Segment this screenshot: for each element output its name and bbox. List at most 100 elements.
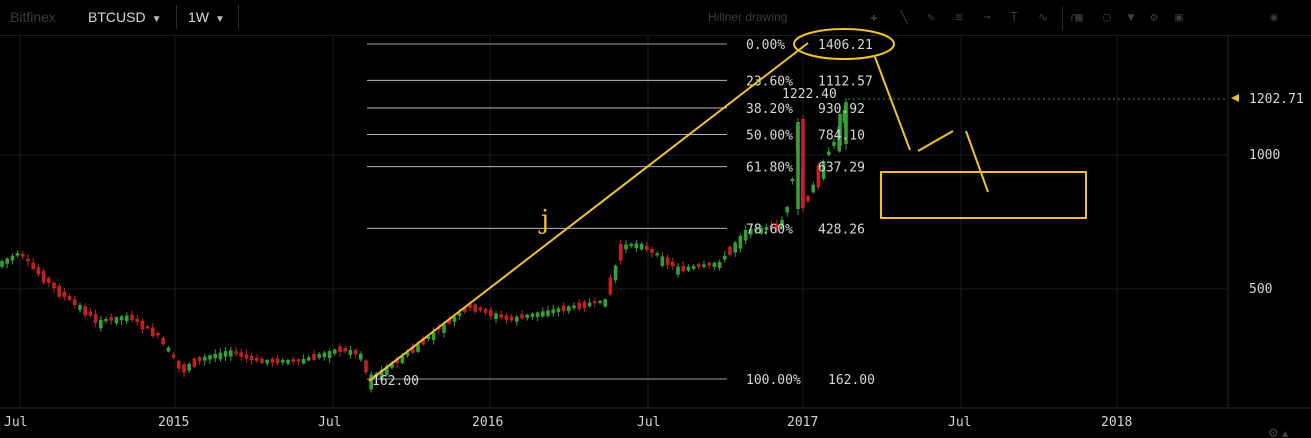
fib-icon[interactable]: ≡ bbox=[955, 10, 963, 24]
candle-body bbox=[62, 291, 67, 298]
candle-body bbox=[156, 332, 160, 336]
brush-icon[interactable]: ↝ bbox=[983, 10, 991, 24]
candle-body bbox=[130, 314, 134, 321]
candle-body bbox=[686, 266, 691, 271]
drawing-hint: Hillner drawing bbox=[708, 10, 788, 24]
time-tick: Jul bbox=[4, 415, 27, 430]
indicators-icon[interactable]: ▼ bbox=[1127, 10, 1135, 24]
candle-body bbox=[577, 302, 581, 309]
candle-body bbox=[541, 311, 545, 317]
pattern-icon[interactable]: ∿ bbox=[1037, 10, 1049, 24]
candle-body bbox=[478, 307, 483, 311]
settings-icon[interactable]: ⚙ bbox=[1150, 10, 1158, 24]
fib-level-percent: 78.60% bbox=[746, 222, 793, 237]
candle-body bbox=[99, 319, 103, 329]
crosshair-icon[interactable]: ✚ bbox=[870, 10, 878, 24]
candle-body bbox=[556, 308, 561, 313]
candle-body bbox=[473, 304, 477, 312]
candle-body bbox=[244, 354, 249, 359]
candle-body bbox=[364, 360, 368, 373]
candle-body bbox=[811, 184, 815, 193]
candle-body bbox=[10, 255, 15, 261]
candle-body bbox=[681, 265, 685, 272]
candle-body bbox=[213, 353, 217, 359]
candle-body bbox=[400, 356, 405, 364]
measure-icon[interactable]: ▢ bbox=[1103, 10, 1111, 24]
candle-body bbox=[785, 207, 789, 213]
candle-body bbox=[36, 267, 41, 275]
projection-line[interactable] bbox=[874, 56, 911, 151]
text-icon[interactable]: T bbox=[1010, 10, 1018, 24]
candle-body bbox=[593, 301, 597, 304]
magnet-icon[interactable]: ∩ bbox=[1070, 10, 1078, 24]
user-drawings bbox=[368, 28, 1087, 382]
candle-body bbox=[353, 349, 358, 355]
interval-label: 1W bbox=[188, 9, 209, 25]
candle-body bbox=[483, 308, 488, 313]
candle-body bbox=[114, 317, 119, 324]
highlight-ellipse[interactable] bbox=[793, 28, 895, 60]
time-axis[interactable]: Jul 2015 Jul 2016 Jul 2017 Jul 2018 bbox=[4, 415, 1132, 430]
time-tick: 2016 bbox=[472, 415, 503, 430]
candle-body bbox=[57, 286, 61, 297]
candle-body bbox=[697, 264, 701, 268]
candle-body bbox=[504, 315, 509, 320]
price-axis[interactable]: 1202.71 1000 500 bbox=[1231, 92, 1304, 297]
candle-body bbox=[83, 306, 87, 316]
fib-level-price: 930.92 bbox=[818, 102, 865, 117]
candle-body bbox=[546, 310, 550, 316]
projection-line[interactable] bbox=[917, 130, 954, 152]
candle-body bbox=[145, 326, 150, 329]
candle-body bbox=[239, 352, 243, 357]
candle-body bbox=[759, 227, 763, 234]
pencil-icon[interactable]: ✎ bbox=[927, 10, 935, 24]
fib-level-price: 637.29 bbox=[818, 161, 865, 176]
chart-type-icon[interactable]: ▦ bbox=[1075, 10, 1083, 24]
fib-level-price: 1406.21 bbox=[818, 38, 873, 53]
chevron-down-icon: ▼ bbox=[215, 14, 225, 25]
target-rectangle[interactable] bbox=[880, 171, 1087, 219]
trend-line[interactable] bbox=[368, 42, 809, 382]
candle-body bbox=[520, 314, 524, 319]
trendline-icon[interactable]: ╲ bbox=[900, 10, 908, 24]
candle-body bbox=[281, 360, 285, 363]
time-tick: Jul bbox=[318, 415, 341, 430]
candle-body bbox=[182, 364, 186, 373]
candle-body bbox=[260, 358, 264, 364]
fullscreen-icon[interactable]: ▣ bbox=[1175, 10, 1183, 24]
candle-body bbox=[671, 261, 675, 267]
candle-body bbox=[775, 223, 779, 230]
candle-body bbox=[125, 315, 129, 322]
candle-body bbox=[509, 316, 514, 321]
projection-line[interactable] bbox=[965, 130, 989, 193]
candle-body bbox=[411, 346, 415, 353]
price-tick: 500 bbox=[1249, 282, 1272, 297]
candle-body bbox=[395, 358, 399, 364]
fib-level-percent: 0.00% bbox=[746, 38, 785, 53]
candle-body bbox=[333, 349, 337, 354]
candle-body bbox=[764, 226, 769, 231]
handwritten-letter: j bbox=[538, 205, 549, 235]
symbol-selector[interactable]: BTCUSD ▼ bbox=[88, 6, 161, 28]
fib-level-percent: 23.60% bbox=[746, 74, 793, 89]
candle-body bbox=[728, 246, 732, 255]
candle-body bbox=[717, 262, 722, 268]
chart-toolbar: Bitfinex BTCUSD ▼ 1W ▼ Hillner drawing ✚ ╲… bbox=[0, 0, 1311, 36]
candle-body bbox=[405, 352, 410, 356]
candle-body bbox=[52, 282, 56, 289]
candle-body bbox=[359, 353, 363, 360]
candle-body bbox=[119, 316, 124, 321]
interval-selector[interactable]: 1W ▼ bbox=[188, 6, 225, 28]
candle-body bbox=[821, 161, 826, 179]
candle-body bbox=[41, 270, 46, 283]
axis-settings-icon[interactable]: ⚙ ▴ bbox=[1268, 426, 1288, 438]
candle-body bbox=[317, 354, 321, 358]
candle-body bbox=[177, 360, 181, 369]
candle-body bbox=[702, 264, 706, 267]
candle-body bbox=[21, 253, 25, 257]
candle-body bbox=[780, 220, 784, 228]
camera-icon[interactable]: ◉ bbox=[1270, 10, 1278, 24]
candle-body bbox=[598, 300, 602, 303]
candle-body bbox=[457, 312, 462, 317]
